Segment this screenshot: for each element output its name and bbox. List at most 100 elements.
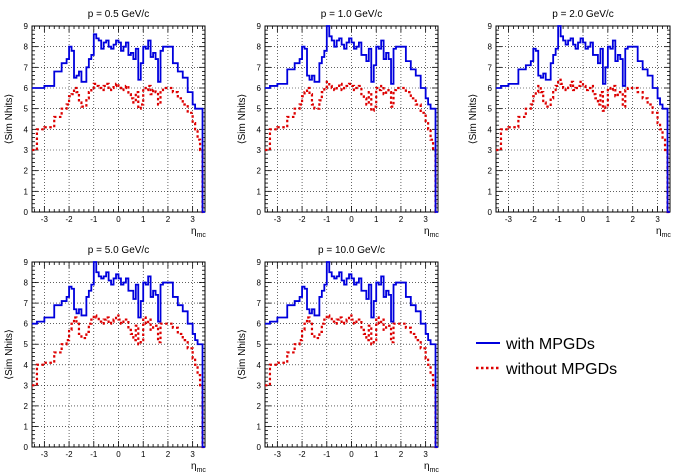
y-tick-label: 6 xyxy=(488,84,493,93)
chart-panel: -3 -2 -1 0 1 2 3 0 1 2 3 4 5 6 7 8 9 p = 5.0 GeV/c ηmc ⟨Sim… xyxy=(4,245,206,474)
x-tick-label: 2 xyxy=(399,215,404,224)
y-tick-label: 9 xyxy=(257,258,262,267)
y-tick-label: 6 xyxy=(257,320,262,329)
legend-label-with-mpgds: with MPGDs xyxy=(505,336,595,353)
y-tick-label: 8 xyxy=(257,43,262,52)
y-tick-label: 2 xyxy=(24,167,29,176)
y-tick-label: 7 xyxy=(257,299,262,308)
y-tick-label: 3 xyxy=(24,146,29,155)
series-with-mpgds xyxy=(32,261,205,448)
x-tick-label: -2 xyxy=(66,215,74,224)
y-tick-label: 9 xyxy=(488,22,493,31)
y-tick-label: 3 xyxy=(488,146,493,155)
x-axis-label: ηmc xyxy=(656,226,671,239)
x-tick-label: 1 xyxy=(141,450,146,459)
series-with-mpgds xyxy=(32,33,205,213)
y-tick-label: 4 xyxy=(24,125,29,134)
x-tick-label: 3 xyxy=(190,215,195,224)
x-tick-label: -1 xyxy=(323,215,331,224)
y-tick-label: 2 xyxy=(257,167,262,176)
x-tick-label: -3 xyxy=(505,215,513,224)
x-tick-label: 1 xyxy=(374,215,379,224)
y-tick-label: 6 xyxy=(257,84,262,93)
series-group xyxy=(32,261,205,449)
x-tick-label: -3 xyxy=(41,450,49,459)
y-tick-label: 2 xyxy=(488,167,493,176)
y-tick-label: 3 xyxy=(24,381,29,390)
y-tick-label: 9 xyxy=(257,22,262,31)
legend: with MPGDs without MPGDs xyxy=(476,336,617,378)
y-tick-label: 1 xyxy=(24,187,29,196)
y-tick-label: 6 xyxy=(24,320,29,329)
series-group xyxy=(265,25,438,214)
series-without-mpgds xyxy=(265,80,438,214)
x-tick-label: -2 xyxy=(66,450,74,459)
panel-title: p = 0.5 GeV/c xyxy=(88,9,149,20)
y-tick-label: 5 xyxy=(24,105,29,114)
x-tick-label: 0 xyxy=(116,450,121,459)
y-tick-label: 9 xyxy=(24,258,29,267)
y-tick-label: 0 xyxy=(488,208,493,217)
y-tick-label: 5 xyxy=(488,105,493,114)
y-tick-label: 2 xyxy=(257,402,262,411)
y-tick-label: 6 xyxy=(24,84,29,93)
panel-title: p = 1.0 GeV/c xyxy=(321,9,382,20)
y-tick-label: 3 xyxy=(257,381,262,390)
y-tick-label: 0 xyxy=(257,443,262,452)
x-tick-label: 0 xyxy=(349,215,354,224)
series-with-mpgds xyxy=(496,25,670,213)
x-tick-label: -2 xyxy=(299,450,307,459)
series-with-mpgds xyxy=(265,25,438,213)
x-tick-label: 3 xyxy=(655,215,660,224)
y-tick-label: 8 xyxy=(257,279,262,288)
panel-title: p = 2.0 GeV/c xyxy=(552,9,613,20)
y-axis-label: ⟨Sim Nhits⟩ xyxy=(4,329,15,380)
series-group xyxy=(32,33,205,214)
x-tick-label: -3 xyxy=(274,215,282,224)
y-axis-label: ⟨Sim Nhits⟩ xyxy=(4,94,15,145)
y-tick-label: 3 xyxy=(257,146,262,155)
x-tick-label: 0 xyxy=(581,215,586,224)
chart-panel: -3 -2 -1 0 1 2 3 0 1 2 3 4 5 6 7 8 9 p = 10.0 GeV/c ηmc ⟨Si… xyxy=(237,245,439,474)
chart-panel: -3 -2 -1 0 1 2 3 0 1 2 3 4 5 6 7 8 9 p = 0.5 GeV/c ηmc ⟨Sim… xyxy=(4,9,206,239)
y-tick-label: 8 xyxy=(488,43,493,52)
series-group xyxy=(496,25,670,214)
legend-label-without-mpgds: without MPGDs xyxy=(505,361,617,378)
series-without-mpgds xyxy=(265,314,438,449)
y-tick-label: 4 xyxy=(24,361,29,370)
y-tick-label: 4 xyxy=(257,361,262,370)
x-axis-label: ηmc xyxy=(191,226,206,239)
y-tick-label: 1 xyxy=(488,187,493,196)
y-tick-label: 5 xyxy=(257,105,262,114)
y-tick-label: 5 xyxy=(257,340,262,349)
y-tick-label: 2 xyxy=(24,402,29,411)
y-tick-label: 7 xyxy=(488,63,493,72)
x-tick-label: -1 xyxy=(90,450,98,459)
series-group xyxy=(265,261,438,449)
y-axis-label: ⟨Sim Nhits⟩ xyxy=(468,94,479,145)
x-tick-label: 0 xyxy=(349,450,354,459)
y-tick-label: 7 xyxy=(24,299,29,308)
y-tick-label: 4 xyxy=(488,125,493,134)
chart-panel: -3 -2 -1 0 1 2 3 0 1 2 3 4 5 6 7 8 9 p = 1.0 GeV/c ηmc ⟨Sim… xyxy=(237,9,439,239)
y-tick-label: 8 xyxy=(24,279,29,288)
panel-title: p = 5.0 GeV/c xyxy=(88,245,149,256)
x-tick-label: -1 xyxy=(323,450,331,459)
x-axis-label: ηmc xyxy=(424,461,439,474)
x-tick-label: -2 xyxy=(530,215,538,224)
x-tick-label: -3 xyxy=(274,450,282,459)
y-tick-label: 4 xyxy=(257,125,262,134)
x-tick-label: -1 xyxy=(555,215,563,224)
x-tick-label: 3 xyxy=(423,450,428,459)
chart-panel: -3 -2 -1 0 1 2 3 0 1 2 3 4 5 6 7 8 9 p = 2.0 GeV/c ηmc ⟨Sim… xyxy=(468,9,671,239)
x-tick-label: 1 xyxy=(606,215,611,224)
x-tick-label: 3 xyxy=(423,215,428,224)
y-axis-label: ⟨Sim Nhits⟩ xyxy=(237,94,248,145)
series-without-mpgds xyxy=(32,82,205,214)
x-tick-label: 2 xyxy=(166,215,171,224)
x-tick-label: 3 xyxy=(190,450,195,459)
y-tick-label: 8 xyxy=(24,43,29,52)
x-tick-label: 2 xyxy=(166,450,171,459)
y-tick-label: 9 xyxy=(24,22,29,31)
